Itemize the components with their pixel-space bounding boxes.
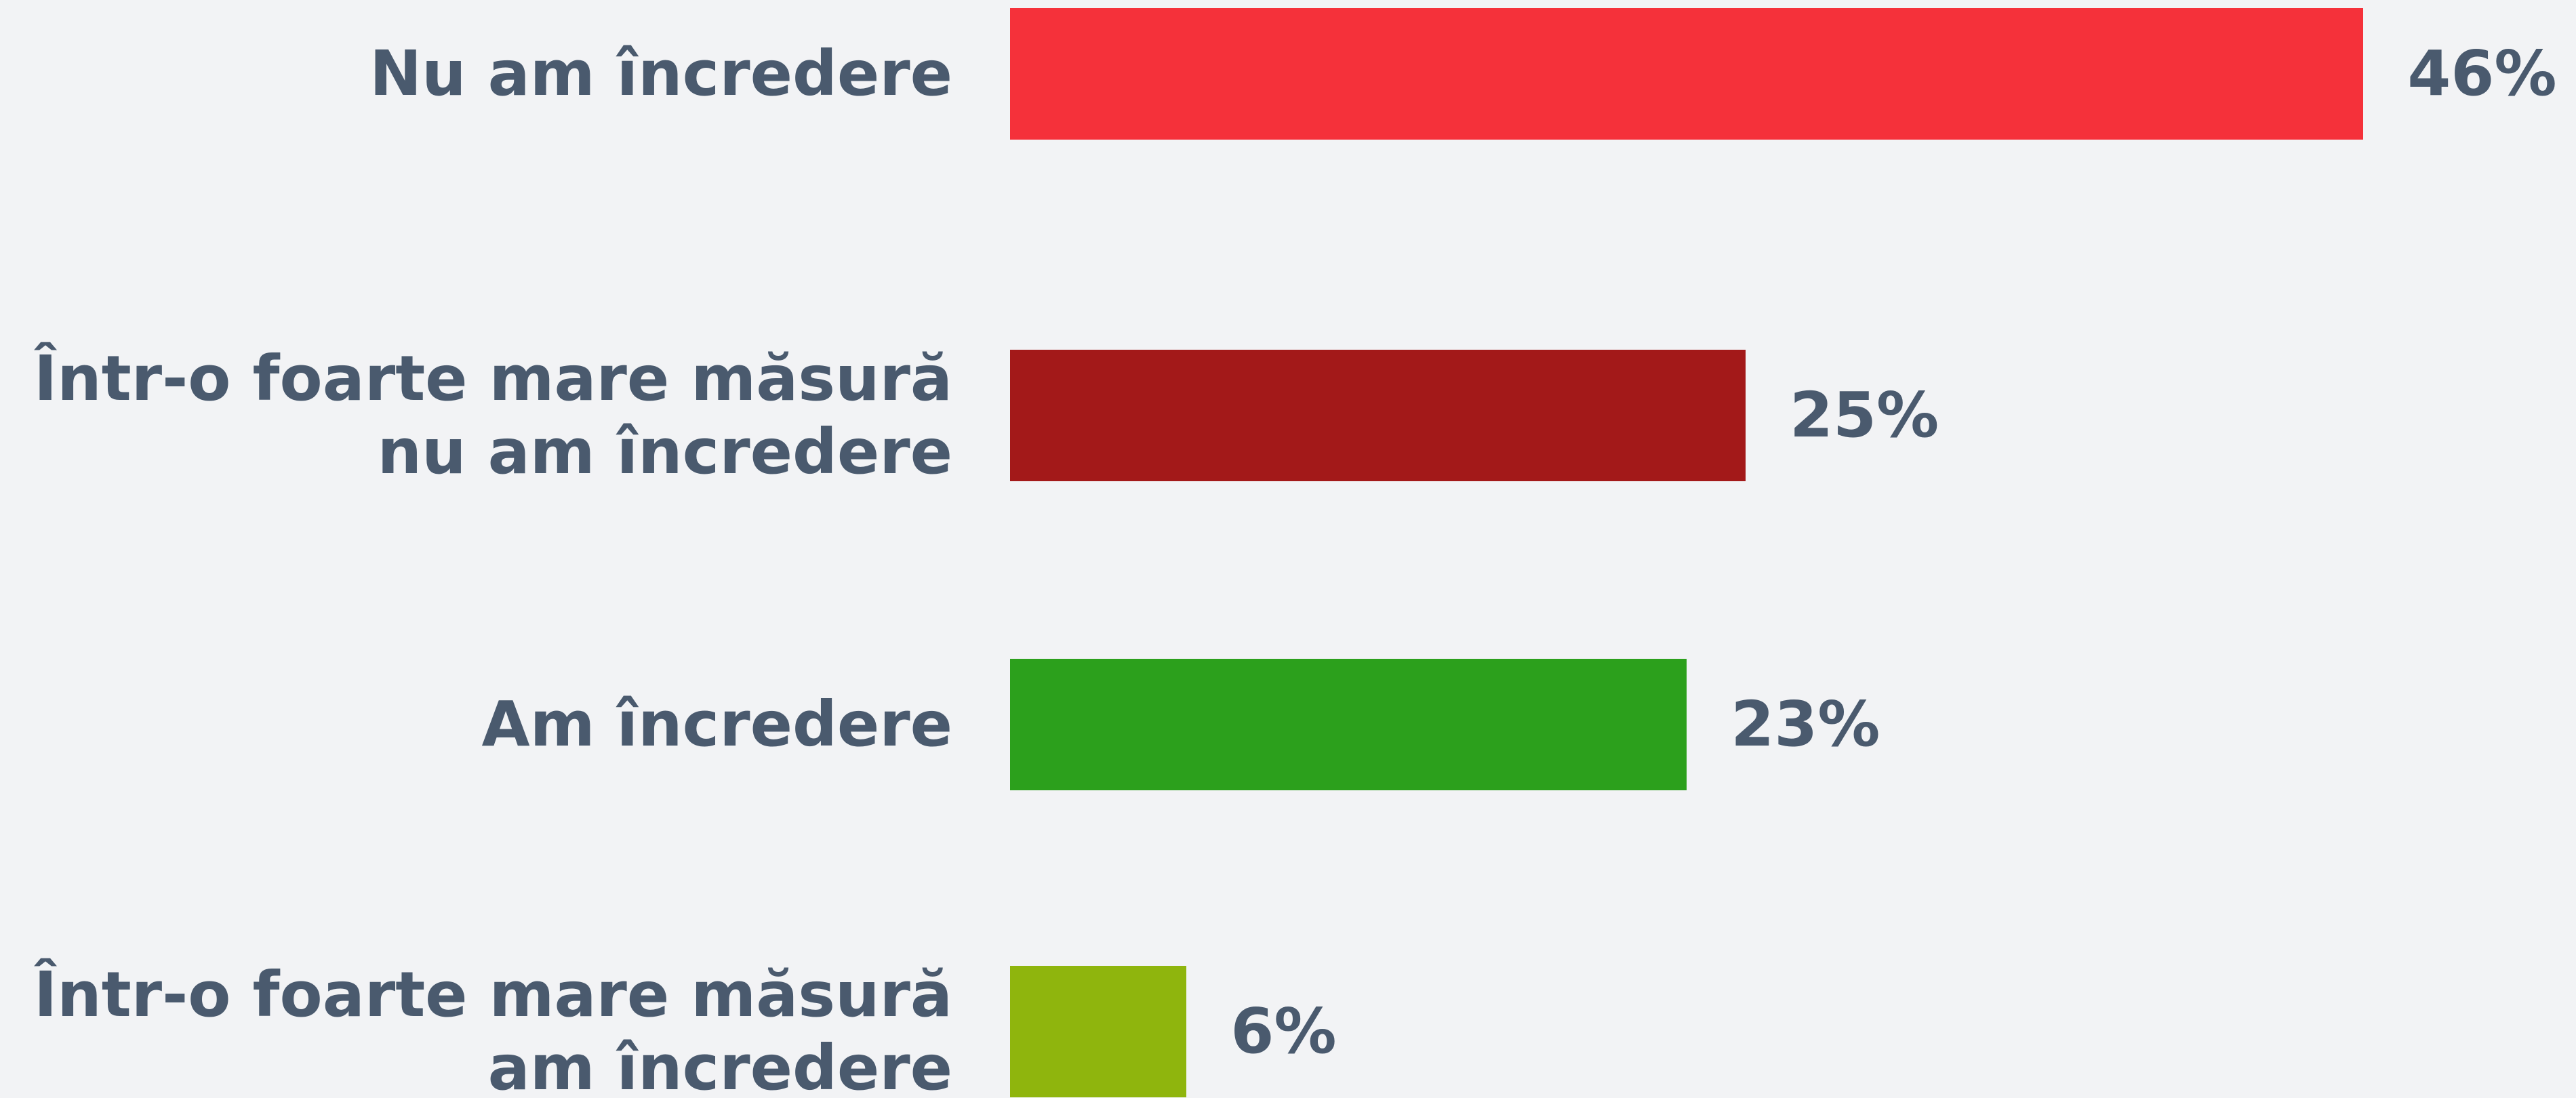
value-label: 46% <box>2407 37 2557 110</box>
bar <box>1010 8 2364 140</box>
category-label: Într-o foarte mare măsură am încredere <box>34 958 952 1098</box>
bar <box>1010 966 1187 1097</box>
bar <box>1010 659 1687 790</box>
category-label: Într-o foarte mare măsură nu am încreder… <box>34 342 952 488</box>
bar <box>1010 350 1746 481</box>
value-label: 25% <box>1790 379 1939 451</box>
value-label: 23% <box>1731 688 1880 760</box>
category-label: Nu am încredere <box>369 37 952 110</box>
category-label: Am încredere <box>481 688 952 760</box>
value-label: 6% <box>1230 995 1337 1068</box>
